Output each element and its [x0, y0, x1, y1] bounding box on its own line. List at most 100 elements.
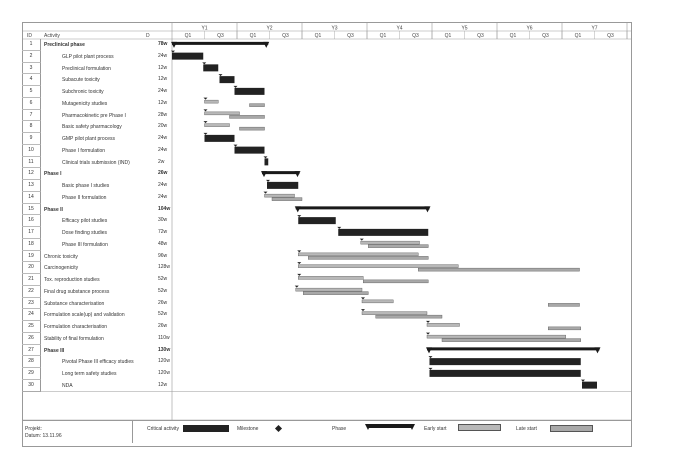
legend-late-swatch	[550, 425, 593, 432]
critical-activity-bar	[429, 358, 581, 366]
activity-duration: 110w	[158, 334, 170, 341]
activity-name: Preclinical formulation	[62, 65, 111, 72]
late-start-bar	[368, 244, 429, 248]
row-id: 21	[22, 274, 41, 286]
activity-duration: 30w	[158, 217, 168, 224]
activity-duration: 28w	[158, 111, 168, 118]
late-start-bar	[229, 115, 265, 119]
dependency-arrow-icon	[263, 156, 268, 159]
dependency-arrow-icon	[426, 320, 430, 323]
activity-duration: 26w	[158, 170, 168, 177]
activity-duration: 104w	[158, 205, 171, 212]
activity-duration: 48w	[158, 240, 168, 247]
activity-name: Mutagenicity studies	[62, 100, 108, 107]
dependency-arrow-icon	[233, 144, 238, 147]
activity-duration: 26w	[158, 323, 168, 329]
row-id: 14	[22, 191, 41, 204]
activity-duration: 24w	[158, 146, 168, 153]
critical-activity-bar	[298, 217, 336, 225]
half-year-label: Q1	[315, 33, 322, 39]
dependency-arrow-icon	[294, 285, 299, 288]
activity-name: Efficacy pilot studies	[62, 218, 108, 225]
dependency-arrow-icon	[297, 273, 302, 276]
project-label: Projekt:	[25, 426, 42, 432]
critical-activity-bar	[582, 381, 597, 389]
late-start-bar	[375, 314, 443, 319]
activity-name: Dose finding studies	[62, 230, 108, 236]
dependency-arrow-icon	[171, 50, 175, 53]
legend-early-swatch	[458, 424, 501, 431]
dependency-arrow-icon	[426, 332, 430, 335]
row-id: 25	[22, 321, 41, 333]
phase-bar	[295, 206, 430, 210]
late-start-bar	[303, 291, 369, 295]
dependency-arrow-icon	[203, 132, 208, 135]
activity-duration: 52w	[158, 287, 168, 294]
row-id: 1	[22, 39, 41, 51]
dependency-arrow-icon	[428, 367, 433, 370]
project-info: Projekt: Datum: 13.11.96	[22, 421, 133, 443]
row-id: 23	[22, 297, 41, 310]
activity-name: Basic phase I studies	[62, 183, 110, 189]
dependency-arrow-icon	[337, 226, 342, 229]
half-year-label: Q3	[542, 33, 549, 39]
critical-activity-bar	[172, 52, 204, 60]
phase-start-cap	[171, 41, 177, 48]
dependency-arrow-icon	[203, 97, 208, 100]
activity-duration: 12w	[158, 381, 168, 388]
phase-start-cap	[261, 171, 267, 178]
legend-milestone-label: Milestone	[237, 426, 259, 432]
activity-duration: 128w	[158, 264, 170, 271]
year-label: Y5	[461, 26, 467, 32]
row-id: 27	[22, 344, 41, 357]
early-start-bar	[361, 299, 394, 304]
activity-name: Phase III formulation	[62, 241, 108, 248]
row-id: 30	[22, 379, 41, 392]
dependency-arrow-icon	[203, 121, 208, 124]
critical-activity-bar	[234, 87, 265, 95]
dependency-arrow-icon	[359, 238, 364, 241]
activity-name: Subacute toxicity	[62, 77, 100, 84]
dependency-arrow-icon	[203, 109, 208, 112]
half-year-label: Q1	[445, 33, 452, 39]
half-year-label: Q3	[217, 33, 224, 39]
activity-name: Clinical trials submission (IND)	[62, 159, 130, 166]
activity-duration: 12w	[158, 64, 168, 71]
half-year-label: Q3	[412, 33, 419, 39]
activity-name: Formulation scale(up) and validation	[44, 312, 125, 319]
duration-column-header: D	[146, 33, 150, 39]
dependency-arrow-icon	[581, 379, 585, 382]
activity-name: Phase II	[44, 206, 63, 213]
activity-duration: 120w	[158, 358, 170, 365]
activity-duration: 78w	[158, 41, 168, 47]
phase-end-cap	[263, 41, 270, 48]
row-id: 10	[22, 144, 41, 157]
dependency-arrow-icon	[297, 215, 302, 218]
activity-name: Stability of final formulation	[44, 335, 104, 342]
critical-activity-bar	[204, 134, 235, 142]
id-column-header: ID	[27, 33, 32, 39]
late-start-bar	[548, 326, 581, 331]
critical-activity-bar	[264, 158, 269, 166]
activity-name: Final drug substance process	[44, 288, 110, 295]
dependency-arrow-icon	[361, 309, 365, 312]
critical-activity-bar	[203, 64, 219, 72]
activity-name: Substance characterisation	[44, 300, 105, 307]
half-year-label: Q3	[282, 33, 289, 39]
half-year-label: Q3	[477, 33, 484, 39]
critical-activity-bar	[429, 369, 581, 377]
late-start-bar	[249, 103, 265, 107]
activity-name: Basic safety pharmacology	[62, 124, 122, 131]
gantt-frame	[22, 22, 632, 447]
activity-duration: 20w	[158, 123, 168, 130]
critical-activity-bar	[219, 76, 235, 84]
phase-end-cap	[424, 206, 431, 213]
legend-critical-swatch	[183, 425, 229, 432]
row-id: 18	[22, 238, 41, 251]
activity-name: GLP pilot plant process	[62, 53, 114, 60]
half-year-label: Q1	[185, 33, 192, 39]
row-id: 9	[22, 133, 41, 145]
row-id: 7	[22, 109, 41, 122]
activity-duration: 96w	[158, 252, 168, 259]
